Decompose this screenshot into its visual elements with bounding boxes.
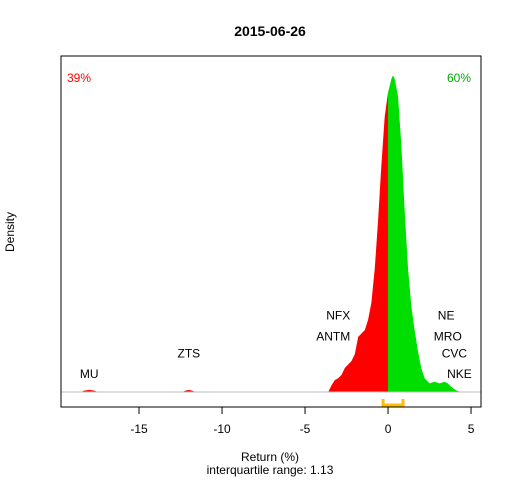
outlier-bump-zts bbox=[182, 389, 196, 392]
positive-share-label: 60% bbox=[447, 71, 471, 85]
positive-density-area bbox=[388, 75, 462, 393]
iqr-bracket bbox=[381, 399, 405, 407]
ticker-label: NE bbox=[438, 309, 455, 323]
y-axis-label: Density bbox=[3, 212, 17, 252]
ticker-label: NKE bbox=[447, 367, 472, 381]
ticker-annotations: MU ZTS NFX ANTM NE MRO CVC NKE bbox=[80, 309, 472, 381]
negative-share-label: 39% bbox=[67, 71, 91, 85]
density-areas bbox=[61, 75, 481, 407]
ticker-label: NFX bbox=[326, 309, 350, 323]
negative-density-area bbox=[328, 92, 388, 392]
outlier-bump-mu bbox=[80, 389, 98, 392]
ticker-label: CVC bbox=[442, 347, 468, 361]
x-tick-label: -10 bbox=[213, 422, 231, 436]
x-axis-label: Return (%) bbox=[241, 450, 299, 464]
ticker-label: MRO bbox=[434, 329, 462, 343]
ticker-label: ZTS bbox=[177, 347, 200, 361]
x-axis: -15 -10 -5 0 5 bbox=[130, 406, 475, 436]
iqr-subtitle: interquartile range: 1.13 bbox=[207, 463, 334, 477]
ticker-label: MU bbox=[80, 367, 99, 381]
x-tick-label: -5 bbox=[300, 422, 311, 436]
ticker-label: ANTM bbox=[316, 329, 350, 343]
x-tick-label: 0 bbox=[385, 422, 392, 436]
chart-title: 2015-06-26 bbox=[234, 23, 306, 39]
x-tick-label: -15 bbox=[130, 422, 148, 436]
x-tick-label: 5 bbox=[468, 422, 475, 436]
